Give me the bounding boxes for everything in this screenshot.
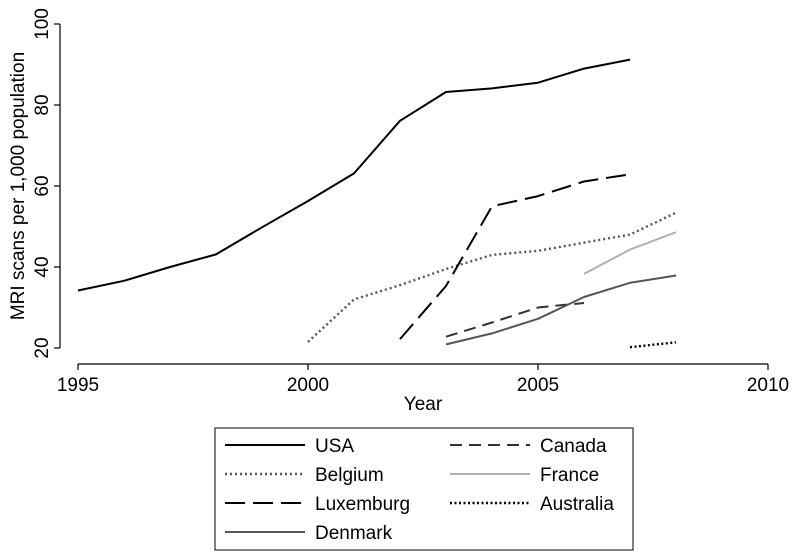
legend-item-australia: Australia (450, 494, 614, 515)
series-line-canada (445, 302, 585, 338)
legend-items: USA Canada Belgium France Luxemburg Australia… (225, 436, 614, 544)
series-line-usa (77, 58, 631, 292)
legend-label: Canada (540, 436, 607, 457)
plot-series (77, 58, 677, 349)
y-tick-label: 60 (32, 175, 53, 196)
y-tick-label: 80 (32, 94, 53, 115)
y-tick-label: 20 (32, 337, 53, 358)
legend-label: Australia (540, 494, 614, 515)
legend-label: Belgium (315, 465, 384, 486)
legend-item-canada: Canada (450, 436, 607, 457)
legend-label: USA (315, 436, 354, 457)
legend-label: Denmark (315, 523, 393, 544)
legend-item-france: France (450, 465, 599, 486)
series-line-france (583, 231, 677, 275)
legend-item-usa: USA (225, 436, 354, 457)
x-tick-label: 2000 (287, 375, 329, 396)
y-tick-label: 40 (32, 256, 53, 277)
axes: 1995 2000 2005 2010 20 40 60 80 100 Year MRI sc… (8, 8, 789, 415)
y-axis-label: MRI scans per 1,000 population (8, 52, 29, 320)
legend-box (214, 427, 634, 551)
x-ticks: 1995 2000 2005 2010 (57, 364, 789, 396)
x-axis-label: Year (404, 394, 443, 415)
y-ticks: 20 40 60 80 100 (32, 8, 60, 359)
x-tick-label: 2010 (747, 375, 789, 396)
series-line-denmark (445, 274, 677, 346)
legend-item-belgium: Belgium (225, 465, 384, 486)
x-tick-label: 1995 (57, 375, 99, 396)
legend-item-denmark: Denmark (225, 523, 393, 544)
legend: USA Canada Belgium France Luxemburg Australia… (214, 427, 634, 551)
x-tick-label: 2005 (517, 375, 559, 396)
legend-label: Luxemburg (315, 494, 410, 515)
legend-item-luxemburg: Luxemburg (225, 494, 410, 515)
y-tick-label: 100 (32, 8, 53, 40)
series-line-luxemburg (399, 173, 631, 340)
legend-label: France (540, 465, 599, 486)
series-line-belgium (307, 211, 677, 343)
series-line-australia (629, 341, 677, 349)
